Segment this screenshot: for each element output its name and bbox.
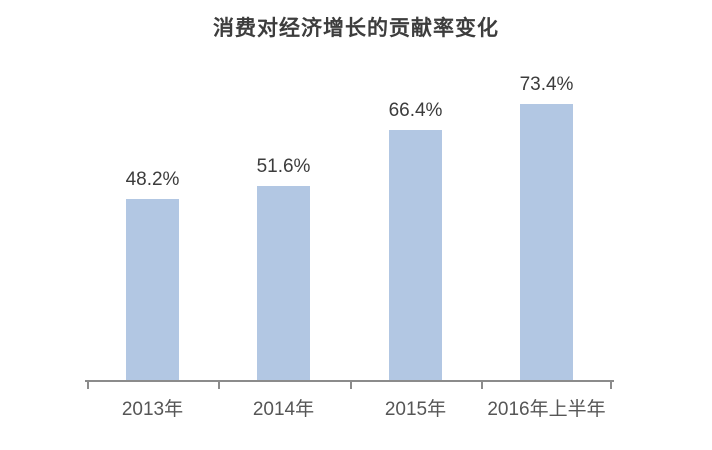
x-tick-label: 2016年上半年 (487, 399, 606, 420)
axis-tick (610, 382, 612, 389)
axis-tick (481, 382, 483, 389)
chart-title: 消费对经济增长的贡献率变化 (213, 17, 499, 40)
bar-value-label: 48.2% (125, 169, 180, 190)
x-tick-label: 2015年 (384, 399, 447, 420)
bar-value-label: 73.4% (519, 74, 574, 95)
bar-value-label: 66.4% (388, 100, 443, 121)
x-axis-line (85, 380, 614, 382)
bar (126, 199, 179, 380)
bar (257, 186, 310, 380)
axis-tick (218, 382, 220, 389)
axis-tick (350, 382, 352, 389)
x-tick-label: 2013年 (121, 399, 184, 420)
bar-value-label: 51.6% (256, 156, 311, 177)
x-tick-label: 2014年 (252, 399, 315, 420)
bar (389, 130, 442, 380)
axis-tick (87, 382, 89, 389)
plot-area: 48.2% 51.6% 66.4% 73.4% 2013年 2014年 2015年 2016… (85, 60, 614, 420)
bar (520, 104, 573, 380)
